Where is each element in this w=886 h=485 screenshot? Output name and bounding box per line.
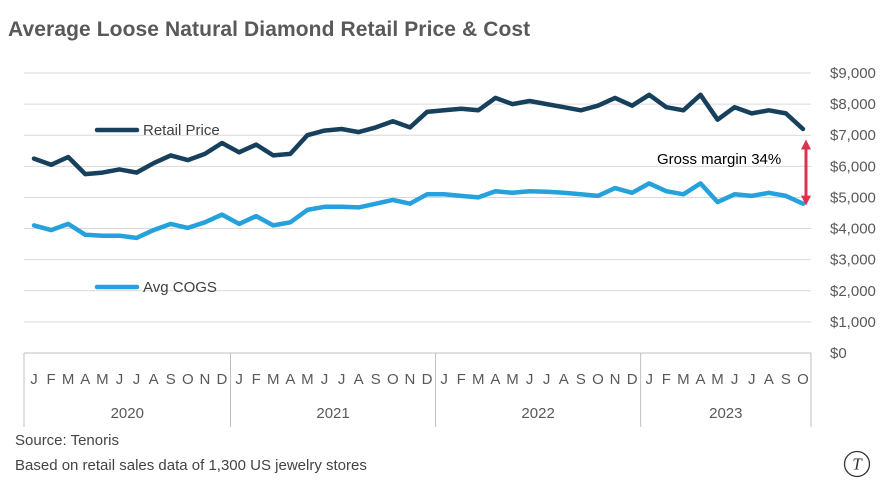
x-tick-label: O [182,371,194,388]
x-tick-label: A [149,371,159,388]
x-tick-label: A [695,371,705,388]
chart-title: Average Loose Natural Diamond Retail Pri… [8,18,531,41]
x-tick-label: M [301,371,314,388]
y-tick-label: $2,000 [830,283,876,300]
y-tick-label: $7,000 [830,127,876,144]
y-tick-label: $5,000 [830,189,876,206]
x-tick-label: F [47,371,56,388]
x-tick-label: J [116,371,124,388]
x-tick-label: J [338,371,346,388]
x-tick-label: A [764,371,774,388]
x-tick-label: F [457,371,466,388]
year-label: 2022 [521,405,554,422]
year-label: 2023 [709,405,742,422]
x-tick-label: S [576,371,586,388]
x-tick-label: M [62,371,75,388]
y-tick-label: $6,000 [830,158,876,175]
x-tick-label: N [610,371,621,388]
footnote-text: Based on retail sales data of 1,300 US j… [15,457,367,474]
y-tick-label: $3,000 [830,252,876,269]
x-tick-label: A [354,371,364,388]
y-tick-label: $0 [830,345,847,362]
x-tick-label: M [267,371,280,388]
legend-label: Avg COGS [143,279,217,296]
x-tick-label: J [731,371,739,388]
series-line-avg-cogs [31,181,806,241]
x-tick-label: J [526,371,534,388]
year-label: 2020 [111,405,144,422]
x-tick-label: M [677,371,690,388]
margin-arrow-head-up [801,139,811,150]
x-tick-label: J [235,371,243,388]
x-tick-label: O [387,371,399,388]
series-line-retail-price [31,92,806,177]
legend-label: Retail Price [143,122,220,139]
x-tick-label: M [472,371,485,388]
year-label: 2021 [316,405,349,422]
x-tick-label: M [96,371,109,388]
x-tick-label: N [405,371,416,388]
y-tick-label: $8,000 [830,96,876,113]
x-tick-label: J [748,371,756,388]
y-tick-label: $4,000 [830,221,876,238]
x-tick-label: J [440,371,448,388]
x-tick-label: M [506,371,519,388]
x-tick-label: J [645,371,653,388]
x-tick-label: F [662,371,671,388]
x-tick-label: A [285,371,295,388]
x-tick-label: D [217,371,228,388]
x-tick-label: D [627,371,638,388]
x-tick-label: M [711,371,724,388]
x-tick-label: F [252,371,261,388]
x-tick-label: J [321,371,329,388]
source-text: Source: Tenoris [15,432,119,449]
x-tick-label: A [490,371,500,388]
logo-letter: T [852,455,863,474]
x-tick-label: J [133,371,141,388]
y-tick-label: $9,000 [830,65,876,82]
x-tick-label: S [781,371,791,388]
x-tick-label: A [80,371,90,388]
margin-arrow-head-down [801,195,811,206]
y-tick-label: $1,000 [830,314,876,331]
x-tick-label: J [543,371,551,388]
x-tick-label: J [30,371,38,388]
x-tick-label: N [199,371,210,388]
x-tick-label: A [559,371,569,388]
x-tick-label: O [797,371,809,388]
x-tick-label: S [371,371,381,388]
x-tick-label: O [592,371,604,388]
gross-margin-annotation: Gross margin 34% [657,151,781,168]
x-tick-label: D [422,371,433,388]
x-tick-label: S [166,371,176,388]
brand-logo: T [843,449,873,484]
